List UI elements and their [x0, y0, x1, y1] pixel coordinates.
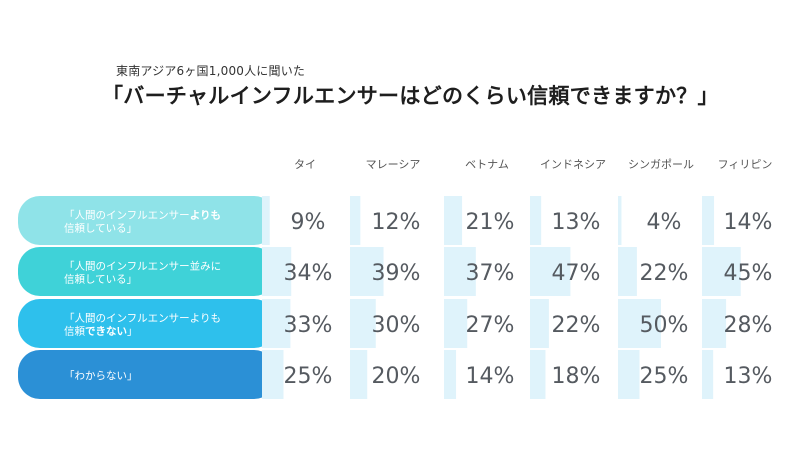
- value-bar-1-3: [444, 196, 463, 245]
- value-bar-3-6: [702, 299, 727, 348]
- row-label-3-line-2: 信頼できない」: [64, 326, 138, 338]
- cell-bg-4-6: [702, 350, 788, 399]
- row-label-bg-3: [18, 299, 276, 348]
- value-label-2-3: 37%: [466, 261, 515, 286]
- value-label-4-6: 13%: [724, 364, 773, 389]
- value-label-1-4: 13%: [552, 210, 601, 235]
- value-bar-4-3: [444, 350, 457, 399]
- value-bar-3-2: [350, 299, 376, 348]
- value-bar-1-4: [530, 196, 542, 245]
- cell-bg-1-4: [530, 196, 616, 245]
- chart-subtitle: 東南アジア6ヶ国1,000人に聞いた: [116, 64, 306, 78]
- value-label-1-5: 4%: [647, 210, 682, 235]
- row-label-bg-4: [18, 350, 276, 399]
- cell-bg-1-6: [702, 196, 788, 245]
- value-label-4-5: 25%: [640, 364, 689, 389]
- value-label-2-1: 34%: [284, 261, 333, 286]
- value-bar-2-4: [530, 247, 571, 296]
- value-label-4-3: 14%: [466, 364, 515, 389]
- value-bar-2-5: [618, 247, 637, 296]
- value-bar-3-3: [444, 299, 468, 348]
- cell-bg-1-1: [262, 196, 348, 245]
- row-label-bg-2: [18, 247, 276, 296]
- value-bar-4-1: [262, 350, 284, 399]
- value-label-2-6: 45%: [724, 261, 773, 286]
- value-label-1-2: 12%: [372, 210, 421, 235]
- value-label-2-4: 47%: [552, 261, 601, 286]
- value-bar-1-6: [702, 196, 715, 245]
- value-bar-1-5: [618, 196, 622, 245]
- row-label-bg-1: [18, 196, 276, 245]
- value-label-2-2: 39%: [372, 261, 421, 286]
- value-bar-3-1: [262, 299, 291, 348]
- value-label-2-5: 22%: [640, 261, 689, 286]
- value-label-1-6: 14%: [724, 210, 773, 235]
- value-bar-2-2: [350, 247, 384, 296]
- chart-title: 「バーチャルインフルエンサーはどのくらい信頼できますか？」: [102, 84, 719, 108]
- column-header-6: フィリピン: [718, 158, 773, 171]
- value-label-3-4: 22%: [552, 313, 601, 338]
- value-label-1-1: 9%: [291, 210, 326, 235]
- row-label-2-line-1: 「人間のインフルエンサー並みに: [64, 260, 221, 273]
- value-bar-3-4: [530, 299, 549, 348]
- value-bar-1-1: [262, 196, 270, 245]
- value-label-4-2: 20%: [372, 364, 421, 389]
- row-label-4-line-1: 「わからない」: [64, 370, 138, 382]
- cell-bg-1-2: [350, 196, 436, 245]
- value-bar-4-4: [530, 350, 546, 399]
- value-label-3-2: 30%: [372, 313, 421, 338]
- row-label-1-line-2: 信頼している」: [64, 223, 137, 235]
- value-bar-1-2: [350, 196, 361, 245]
- value-bar-4-5: [618, 350, 640, 399]
- column-header-1: タイ: [294, 158, 316, 171]
- column-header-5: シンガポール: [628, 158, 694, 171]
- row-label-1-line-1: 「人間のインフルエンサーよりも: [64, 210, 221, 222]
- value-label-1-3: 21%: [466, 210, 515, 235]
- value-bar-2-3: [444, 247, 476, 296]
- column-header-4: インドネシア: [540, 158, 606, 171]
- row-label-2-line-2: 信頼している」: [64, 274, 137, 286]
- value-bar-4-2: [350, 350, 368, 399]
- value-bar-3-5: [618, 299, 661, 348]
- value-bar-2-6: [702, 247, 741, 296]
- value-label-4-4: 18%: [552, 364, 601, 389]
- cell-bg-4-3: [444, 350, 530, 399]
- value-bar-2-1: [262, 247, 292, 296]
- value-label-3-6: 28%: [724, 313, 773, 338]
- column-header-3: ベトナム: [465, 158, 509, 171]
- value-bar-4-6: [702, 350, 714, 399]
- value-label-4-1: 25%: [284, 364, 333, 389]
- cell-bg-1-5: [618, 196, 704, 245]
- value-label-3-5: 50%: [640, 313, 689, 338]
- column-header-2: マレーシア: [366, 158, 421, 171]
- value-label-3-1: 33%: [284, 313, 333, 338]
- row-label-3-line-1: 「人間のインフルエンサーよりも: [64, 313, 221, 325]
- value-label-3-3: 27%: [466, 313, 515, 338]
